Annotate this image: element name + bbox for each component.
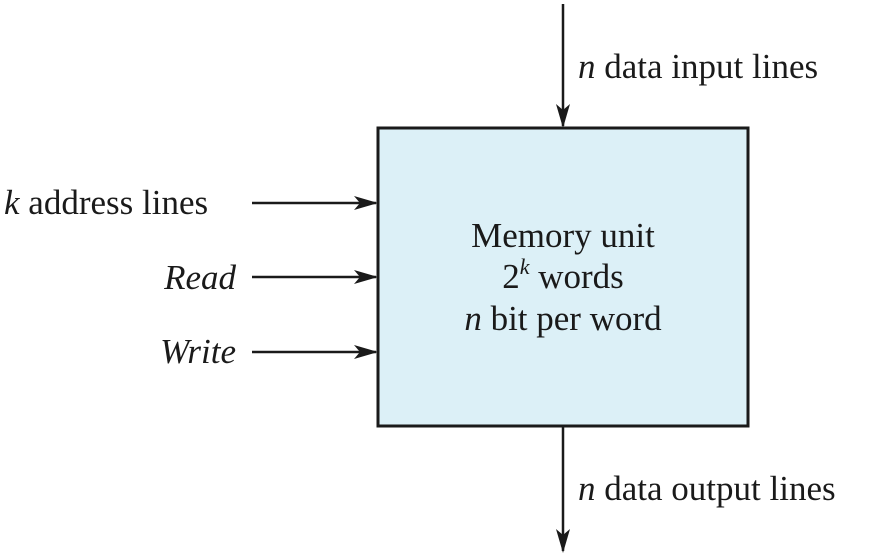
write-label: Write: [160, 332, 236, 371]
data-input-label: n data input lines: [578, 47, 818, 86]
box-line-3: n bit per word: [464, 299, 662, 338]
memory-unit-box: [376, 126, 750, 428]
read-label: Read: [163, 258, 236, 297]
box-line-2: 2k words: [502, 254, 624, 296]
box-line-1: Memory unit: [471, 216, 655, 255]
address-lines-label: k address lines: [4, 183, 208, 222]
data-output-label: n data output lines: [578, 469, 836, 508]
